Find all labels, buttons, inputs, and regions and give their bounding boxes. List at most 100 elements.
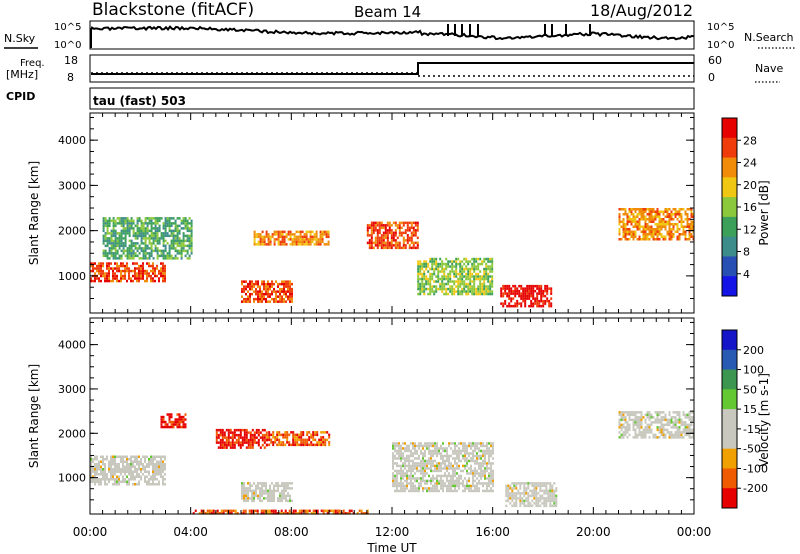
echo-cell bbox=[279, 292, 281, 296]
echo-cell bbox=[310, 433, 313, 437]
echo-cell bbox=[283, 280, 285, 283]
echo-cell bbox=[297, 240, 300, 244]
echo-cell bbox=[392, 444, 394, 448]
echo-cell bbox=[229, 436, 232, 439]
echo-cell bbox=[628, 215, 631, 218]
echo-cell bbox=[279, 290, 281, 293]
echo-cell bbox=[382, 239, 385, 242]
echo-cell bbox=[306, 438, 309, 442]
echo-cell bbox=[221, 438, 224, 442]
echo-cell bbox=[668, 218, 671, 221]
echo-cell bbox=[644, 413, 647, 417]
echo-cell bbox=[540, 297, 543, 300]
echo-cell bbox=[412, 442, 414, 445]
echo-cell bbox=[291, 300, 293, 303]
echo-cell bbox=[481, 287, 484, 291]
echo-cell bbox=[112, 277, 114, 280]
echo-cell bbox=[419, 260, 422, 263]
echo-cell bbox=[537, 492, 540, 495]
echo-cell bbox=[447, 277, 450, 281]
echo-cell bbox=[98, 483, 100, 486]
echo-cell bbox=[658, 213, 661, 216]
echo-cell bbox=[458, 454, 460, 458]
echo-cell bbox=[440, 464, 442, 468]
echo-cell bbox=[632, 411, 635, 414]
echo-cell bbox=[433, 262, 436, 266]
echo-cell bbox=[686, 213, 689, 216]
echo-cell bbox=[265, 230, 268, 234]
echo-cell bbox=[241, 482, 243, 485]
echo-cell bbox=[291, 287, 293, 291]
echo-cell bbox=[245, 297, 247, 301]
echo-cell bbox=[380, 241, 383, 245]
echo-cell bbox=[98, 468, 100, 471]
echo-cell bbox=[281, 235, 284, 239]
echo-cell bbox=[485, 272, 488, 276]
echo-cell bbox=[178, 237, 181, 240]
echo-cell bbox=[140, 227, 143, 230]
echo-cell bbox=[380, 239, 383, 242]
echo-cell bbox=[489, 270, 492, 273]
echo-cell bbox=[549, 497, 552, 500]
echo-cell bbox=[168, 257, 171, 260]
echo-cell bbox=[457, 272, 460, 276]
echo-cell bbox=[112, 232, 115, 235]
echo-cell bbox=[668, 213, 671, 216]
echo-cell bbox=[479, 282, 482, 286]
echo-cell bbox=[484, 462, 486, 465]
echo-cell bbox=[136, 219, 139, 223]
echo-cell bbox=[162, 415, 165, 419]
echo-cell bbox=[219, 441, 222, 444]
echo-cell bbox=[275, 290, 277, 293]
echo-cell bbox=[638, 426, 641, 429]
echo-cell bbox=[295, 243, 298, 246]
echo-cell bbox=[492, 472, 494, 475]
x-tick-label: 16:00 bbox=[475, 525, 510, 539]
echo-cell bbox=[425, 265, 428, 268]
echo-cell bbox=[92, 267, 94, 270]
echo-cell bbox=[678, 411, 681, 414]
echo-cell bbox=[90, 455, 92, 458]
echo-cell bbox=[464, 452, 466, 455]
echo-cell bbox=[150, 264, 152, 268]
echo-cell bbox=[688, 238, 691, 241]
echo-cell bbox=[273, 487, 275, 490]
echo-cell bbox=[325, 233, 328, 236]
echo-cell bbox=[106, 224, 109, 228]
echo-cell bbox=[154, 217, 157, 220]
echo-cell bbox=[284, 436, 287, 439]
echo-cell bbox=[640, 238, 643, 241]
echo-cell bbox=[531, 499, 534, 503]
echo-cell bbox=[321, 238, 324, 241]
echo-cell bbox=[124, 234, 127, 238]
echo-cell bbox=[289, 235, 292, 239]
echo-cell bbox=[442, 484, 444, 488]
echo-cell bbox=[428, 457, 430, 460]
echo-cell bbox=[300, 441, 303, 444]
echo-cell bbox=[688, 431, 691, 434]
echo-cell bbox=[468, 444, 470, 448]
echo-cell bbox=[508, 284, 511, 288]
echo-cell bbox=[678, 208, 681, 211]
echo-cell bbox=[668, 238, 671, 241]
echo-cell bbox=[477, 290, 480, 293]
echo-cell bbox=[620, 423, 623, 427]
echo-cell bbox=[620, 433, 623, 437]
echo-cell bbox=[438, 479, 440, 483]
echo-cell bbox=[408, 229, 411, 232]
echo-cell bbox=[448, 442, 450, 445]
echo-cell bbox=[94, 475, 96, 478]
echo-cell bbox=[658, 411, 661, 414]
echo-cell bbox=[102, 463, 104, 466]
colorbar-swatch bbox=[722, 137, 737, 159]
echo-cell bbox=[632, 418, 635, 422]
echo-cell bbox=[174, 247, 177, 250]
echo-cell bbox=[164, 468, 166, 471]
cpid-frame bbox=[89, 87, 695, 110]
echo-cell bbox=[249, 282, 251, 286]
echo-cell bbox=[648, 233, 651, 236]
echo-cell bbox=[259, 285, 261, 288]
echo-cell bbox=[284, 512, 287, 515]
echo-cell bbox=[106, 244, 109, 248]
echo-cell bbox=[410, 472, 412, 475]
